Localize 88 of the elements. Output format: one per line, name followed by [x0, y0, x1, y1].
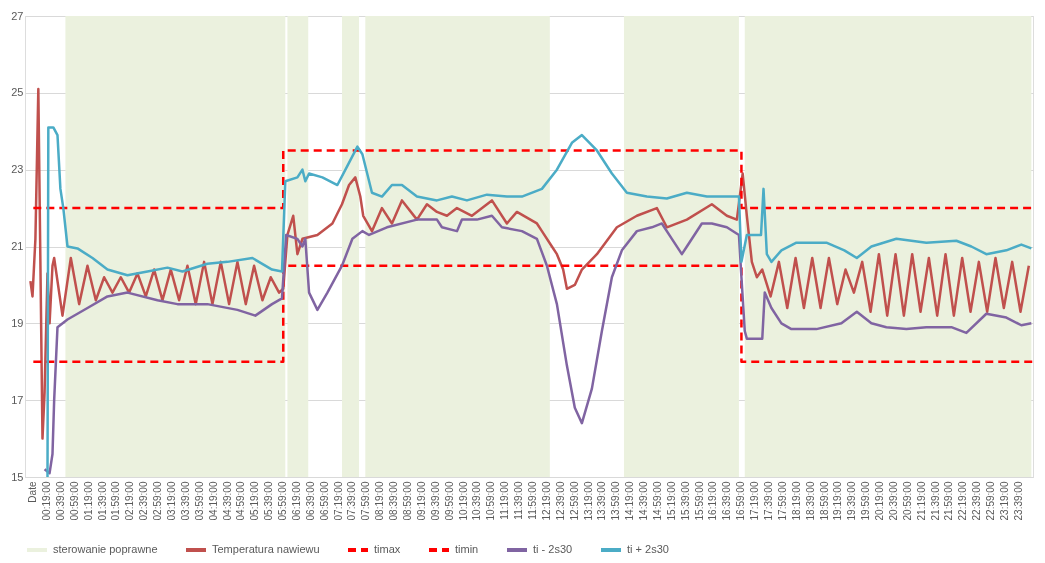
x-tick-label: 20:59:00 — [901, 481, 913, 521]
x-tick-label: 19:39:00 — [846, 481, 858, 521]
legend-label: timax — [374, 543, 401, 555]
y-tick-label: 23 — [11, 163, 24, 176]
x-tick-label: 02:19:00 — [124, 481, 136, 521]
x-tick-label: 15:39:00 — [679, 481, 691, 521]
x-tick-label: 09:39:00 — [429, 481, 441, 521]
x-tick-label: 21:59:00 — [943, 481, 955, 521]
x-tick-label: 00:39:00 — [54, 481, 66, 521]
x-tick-label: 07:39:00 — [346, 481, 358, 521]
x-tick-label: 09:59:00 — [443, 481, 455, 521]
x-tick-label: 06:39:00 — [304, 481, 316, 521]
line-series — [46, 126, 1033, 479]
x-tick-label: 16:59:00 — [735, 481, 747, 521]
x-tick-label: 12:59:00 — [568, 481, 580, 521]
x-tick-label: 23:39:00 — [1012, 481, 1024, 521]
x-tick-label: 18:59:00 — [818, 481, 830, 521]
x-tick-label: Date — [27, 481, 39, 503]
x-tick-label: 06:59:00 — [318, 481, 330, 521]
x-tick-label: 21:39:00 — [929, 481, 941, 521]
x-tick-label: 04:19:00 — [207, 481, 219, 521]
x-tick-label: 23:19:00 — [999, 481, 1011, 521]
x-tick-label: 12:19:00 — [540, 481, 552, 521]
x-tick-label: 15:59:00 — [693, 481, 705, 521]
x-tick-label: 16:19:00 — [707, 481, 719, 521]
x-tick-label: 22:19:00 — [957, 481, 969, 521]
y-tick-label: 25 — [11, 86, 24, 99]
x-tick-label: 13:59:00 — [610, 481, 622, 521]
x-tick-label: 16:39:00 — [721, 481, 733, 521]
y-tick-label: 21 — [11, 240, 24, 252]
x-tick-label: 07:59:00 — [360, 481, 372, 521]
x-tick-label: 05:19:00 — [249, 481, 261, 521]
x-tick-label: 13:19:00 — [582, 481, 594, 521]
x-tick-label: 05:39:00 — [263, 481, 275, 521]
x-tick-label: 18:39:00 — [804, 481, 816, 521]
x-tick-label: 11:19:00 — [499, 481, 511, 520]
legend-label: sterowanie poprawne — [53, 543, 158, 555]
x-tick-label: 12:39:00 — [554, 481, 566, 521]
x-tick-label: 00:59:00 — [68, 481, 80, 521]
y-tick-label: 19 — [11, 316, 24, 329]
x-tick-label: 00:19:00 — [41, 481, 53, 521]
x-tick-label: 17:39:00 — [763, 481, 774, 521]
legend-label: timin — [455, 543, 479, 555]
x-tick-label: 11:39:00 — [513, 481, 525, 520]
x-tick-label: 08:59:00 — [402, 481, 414, 521]
x-tick-label: 09:19:00 — [415, 481, 427, 521]
x-tick-label: 17:59:00 — [776, 481, 788, 521]
y-tick-label: 17 — [11, 393, 24, 406]
x-tick-label: 13:39:00 — [596, 481, 608, 521]
line-series — [29, 87, 1031, 440]
x-tick-label: 05:59:00 — [277, 481, 289, 521]
x-tick-label: 04:39:00 — [221, 481, 233, 521]
x-tick-label: 19:19:00 — [832, 481, 844, 521]
x-tick-label: 20:19:00 — [874, 481, 886, 521]
x-tick-label: 04:59:00 — [235, 481, 247, 521]
x-tick-label: 01:19:00 — [82, 481, 94, 521]
x-tick-label: 21:19:00 — [915, 481, 927, 521]
x-tick-label: 19:59:00 — [860, 481, 872, 521]
x-tick-label: 18:19:00 — [790, 481, 802, 521]
x-tick-label: 22:39:00 — [971, 481, 983, 521]
x-tick-label: 02:59:00 — [152, 481, 164, 521]
legend-label: ti - 2s30 — [533, 543, 573, 555]
x-tick-label: 14:59:00 — [651, 481, 663, 521]
x-tick-label: 10:59:00 — [485, 481, 497, 521]
x-tick-label: 07:19:00 — [332, 481, 344, 521]
x-tick-label: 01:59:00 — [110, 481, 122, 521]
y-tick-label: 15 — [11, 470, 24, 483]
x-tick-label: 03:59:00 — [193, 481, 205, 521]
x-tick-label: 10:39:00 — [471, 481, 483, 521]
x-tick-label: 08:39:00 — [388, 481, 400, 521]
x-tick-label: 06:19:00 — [290, 481, 302, 521]
x-tick-label: 14:19:00 — [624, 481, 636, 521]
x-tick-label: 03:19:00 — [165, 481, 177, 521]
x-tick-label: 02:39:00 — [138, 481, 150, 521]
x-tick-label: 10:19:00 — [457, 481, 469, 521]
x-tick-label: 08:19:00 — [374, 481, 386, 521]
x-tick-label: 22:59:00 — [985, 481, 997, 521]
x-tick-label: 17:19:00 — [749, 481, 761, 521]
x-tick-label: 11:59:00 — [526, 481, 538, 520]
x-tick-label: 15:19:00 — [665, 481, 677, 521]
legend-label: ti + 2s30 — [627, 543, 669, 555]
x-tick-label: 20:39:00 — [887, 481, 899, 521]
x-tick-label: 14:39:00 — [638, 481, 650, 521]
legend-label: Temperatura nawiewu — [212, 543, 320, 555]
y-tick-label: 27 — [11, 9, 24, 22]
x-tick-label: 01:39:00 — [96, 481, 108, 521]
x-tick-label: 03:39:00 — [179, 481, 191, 521]
line-series — [43, 214, 1033, 475]
